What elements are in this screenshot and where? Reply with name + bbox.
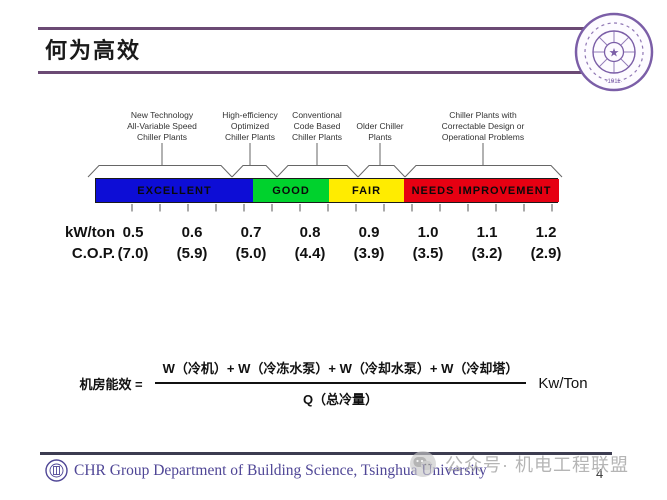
bracket-line [231, 165, 278, 178]
cop-value: (3.5) [412, 245, 444, 262]
cop-value: (3.2) [471, 245, 503, 262]
formula-lhs: 机房能效 = [79, 376, 143, 392]
kw-ton-value: 0.5 [122, 224, 144, 241]
kw-ton-value: 0.9 [358, 224, 380, 241]
page-number: 4 [596, 466, 604, 481]
cop-row: C.O.P. (7.0) (5.9) (5.0) (4.4) (3.9) (3.5) (3.… [0, 245, 667, 265]
footer-seal-icon [45, 459, 68, 482]
cop-value: (4.4) [294, 245, 326, 262]
bar-segment: NEEDS IMPROVEMENT [404, 179, 559, 202]
slide-title: 何为高效 [45, 38, 142, 63]
footer-rule [40, 452, 612, 455]
kw-per-ton-row: kW/ton 0.5 0.6 0.7 0.8 0.9 1.0 1.1 1.2 [0, 224, 667, 244]
tsinghua-university-logo-icon: ★ ·1911· [574, 12, 654, 92]
formula-denominator: Q（总冷量） [154, 382, 527, 408]
kw-ton-value: 1.0 [417, 224, 439, 241]
title-bottom-rule [38, 71, 592, 74]
bar-segment: FAIR [329, 179, 404, 202]
formula-fraction: W（冷机）+ W（冷冻水泵）+ W（冷却水泵）+ W（冷却塔） Q（总冷量） [154, 358, 527, 408]
bracket-label: Conventional Code Based Chiller Plants [291, 109, 343, 142]
bracket-label: High-efficiency Optimized Chiller Plants [222, 109, 278, 142]
plant-efficiency-formula: 机房能效 = W（冷机）+ W（冷冻水泵）+ W（冷却水泵）+ W（冷却塔） Q… [0, 358, 667, 408]
title-top-rule [38, 27, 592, 30]
bracket-line [357, 165, 406, 178]
formula-numerator: W（冷机）+ W（冷冻水泵）+ W（冷却水泵）+ W（冷却塔） [162, 361, 519, 376]
cop-value: (5.9) [176, 245, 208, 262]
svg-text:★: ★ [609, 46, 620, 60]
kw-ton-value: 1.2 [535, 224, 557, 241]
bracket-label: New Technology All-Variable Speed Chiller … [127, 109, 197, 142]
kw-ton-value: 0.7 [240, 224, 262, 241]
cop-value: (2.9) [530, 245, 562, 262]
cop-value: (5.0) [235, 245, 267, 262]
bar-segment: EXCELLENT [96, 179, 253, 202]
bar-segment: GOOD [253, 179, 329, 202]
kw-ton-value: 1.1 [476, 224, 498, 241]
footer-affiliation-text: CHR Group Department of Building Science… [74, 461, 487, 479]
bracket-line [276, 165, 359, 178]
footer: CHR Group Department of Building Science… [45, 459, 487, 482]
cop-label: C.O.P. [71, 245, 115, 262]
svg-text:·1911·: ·1911· [606, 79, 623, 85]
kw-ton-value: 0.6 [181, 224, 203, 241]
bracket-line [87, 165, 233, 178]
cop-value: (3.9) [353, 245, 385, 262]
bracket-label: Chiller Plants with Correctable Design or… [441, 109, 525, 142]
bracket-line [404, 165, 563, 178]
efficiency-scale-bar: EXCELLENT GOOD FAIR NEEDS IMPROVEMENT [95, 178, 559, 203]
cop-value: (7.0) [117, 245, 149, 262]
bracket-label: Older Chiller Plants [356, 120, 404, 142]
kw-ton-value: 0.8 [299, 224, 321, 241]
kw-per-ton-label: kW/ton [65, 224, 115, 241]
formula-unit: Kw/Ton [538, 374, 588, 392]
